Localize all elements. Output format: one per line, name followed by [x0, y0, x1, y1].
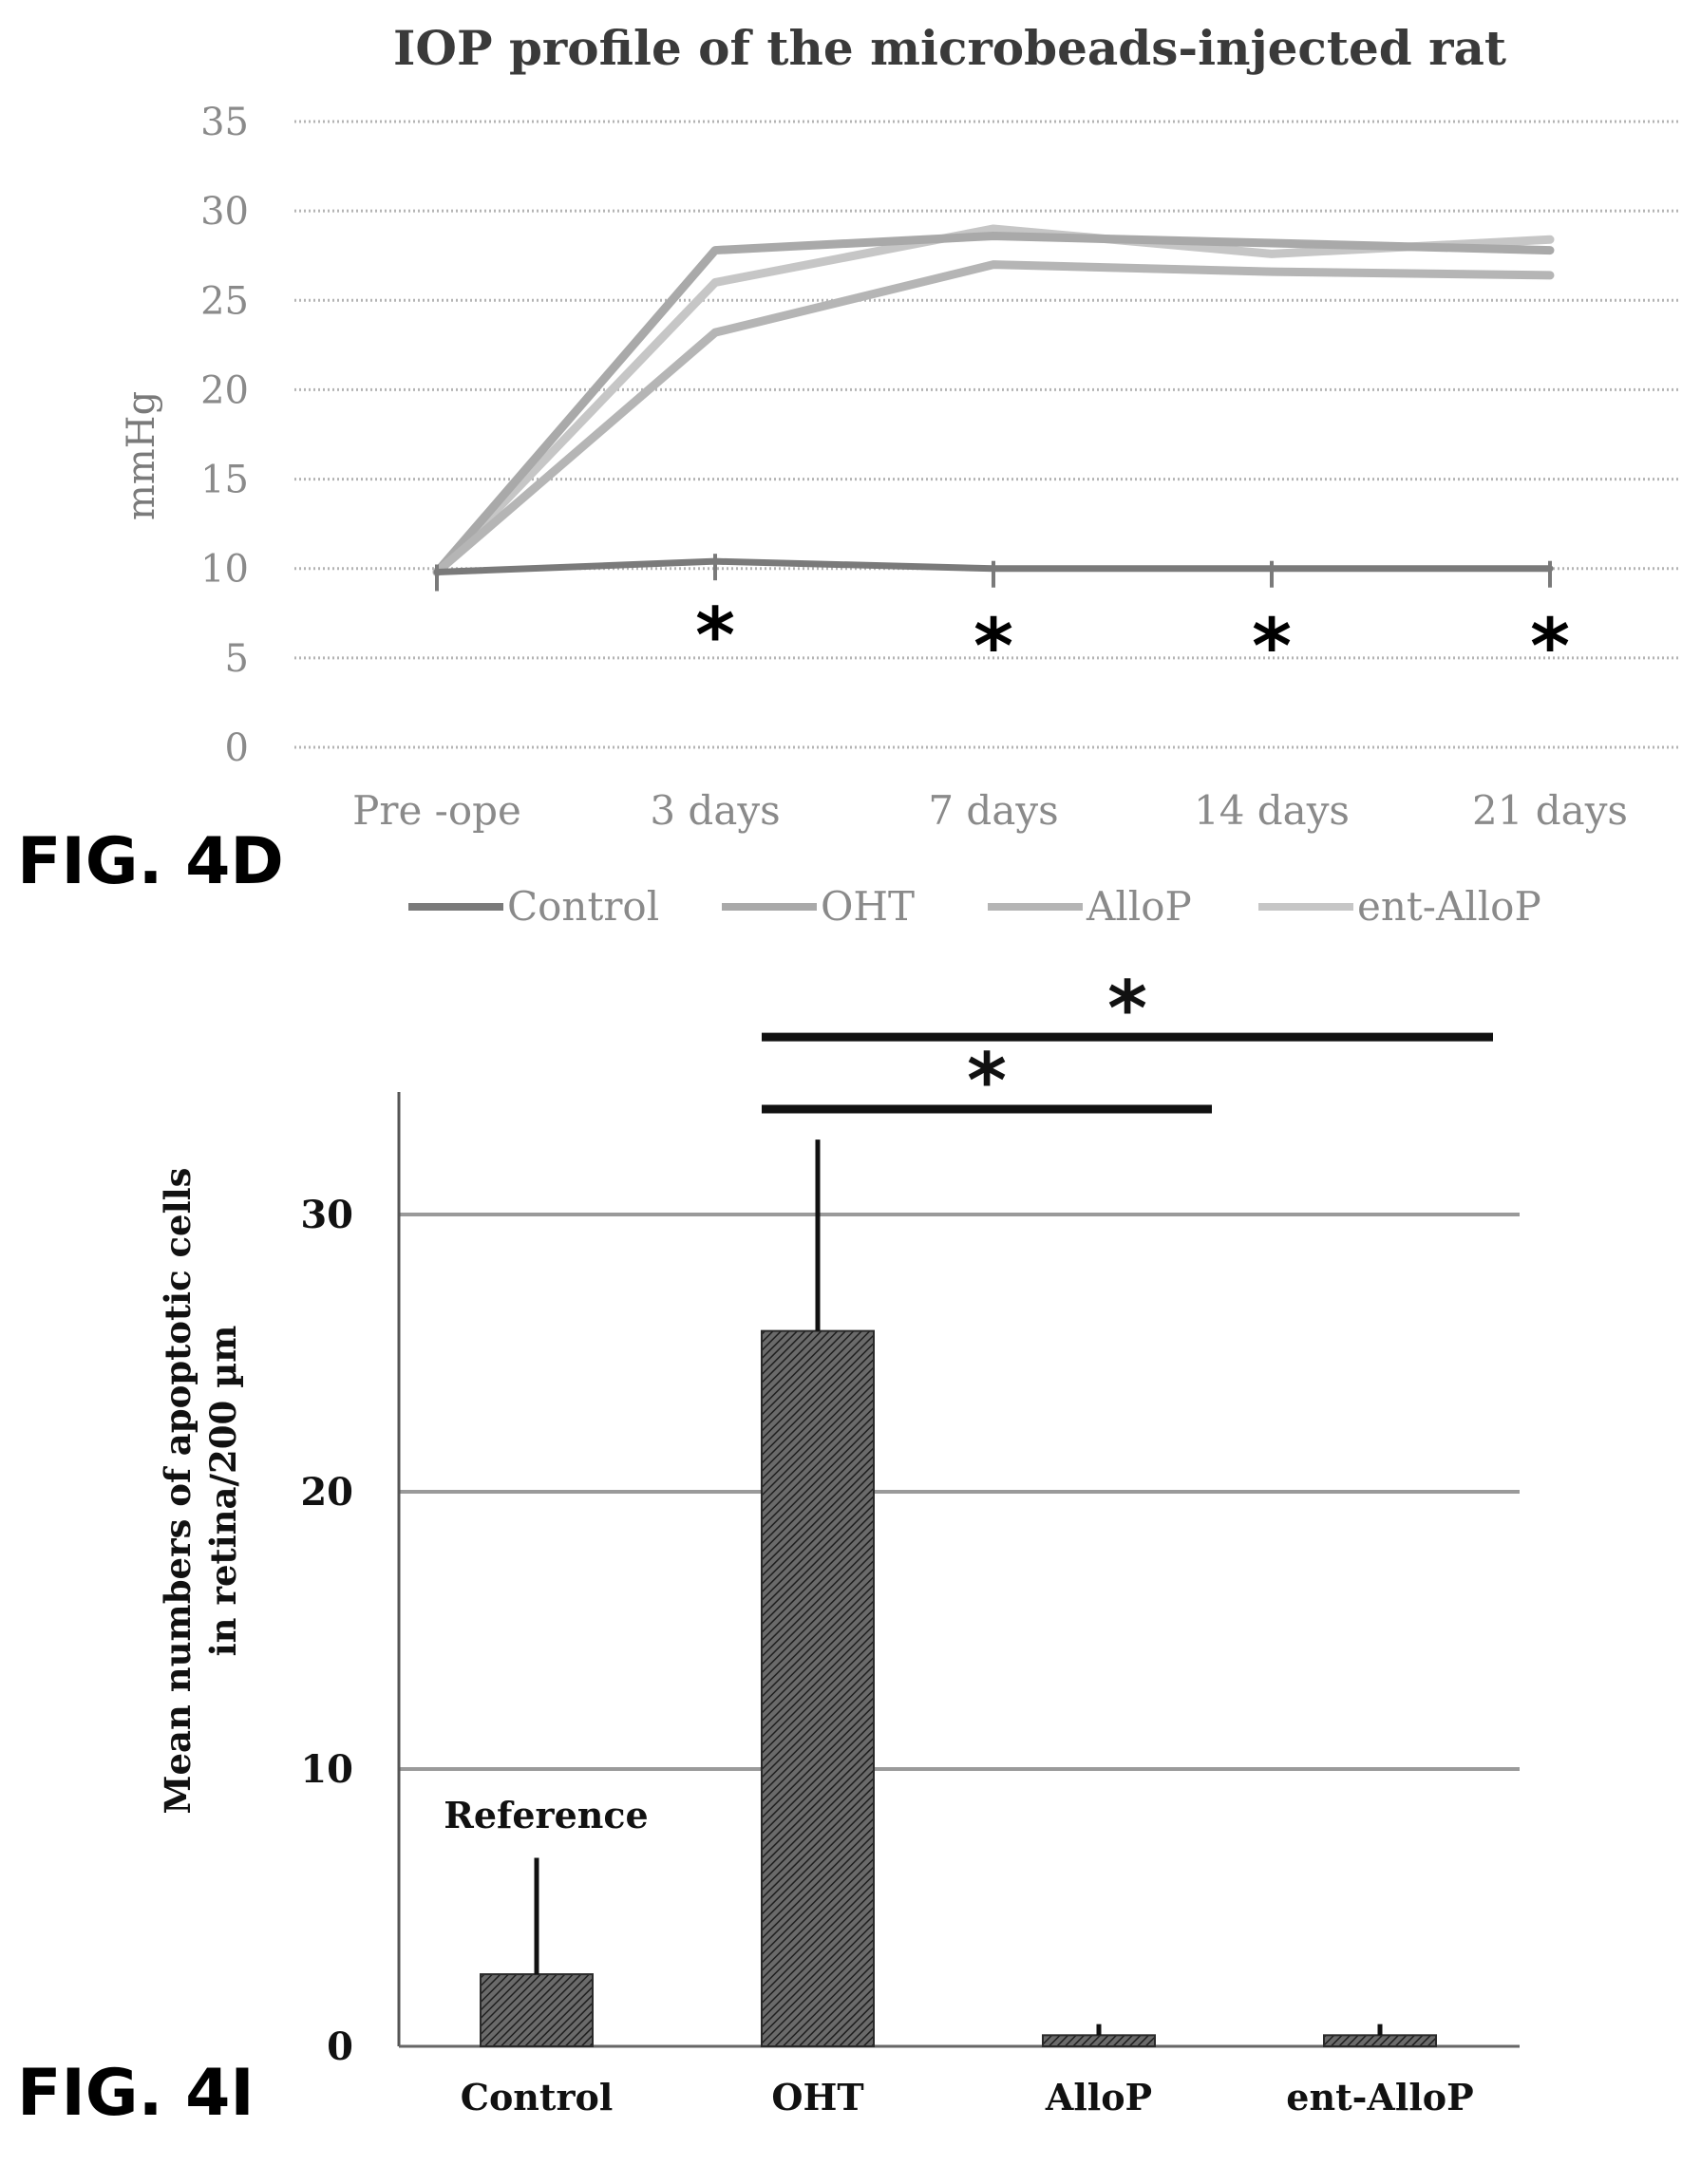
bar-annotation-label: Reference: [444, 1794, 648, 1836]
line-chart-y-tick-label: 15: [200, 459, 249, 502]
significance-star: *: [1107, 965, 1147, 1053]
bar-ent-allop: [1323, 2034, 1437, 2048]
bar-chart-x-tick-label: OHT: [771, 2076, 863, 2118]
bar-chart-y-axis-label-line-1: Mean numbers of apoptotic cells: [157, 1167, 198, 1814]
apoptotic-cells-bar-chart: Mean numbers of apoptotic cells in retin…: [157, 965, 1520, 2118]
figure-label-4i: FIG. 4I: [17, 2056, 255, 2131]
bar-chart-annotations: Reference: [444, 1794, 648, 1836]
line-chart-y-tick-label: 20: [200, 368, 249, 412]
significance-star: *: [967, 1037, 1007, 1125]
line-chart-x-tick-label: 21 days: [1472, 787, 1628, 834]
line-chart-series-group: [432, 224, 1555, 592]
bar-chart-significance-brackets: **: [762, 965, 1493, 1125]
line-chart-significance-star: *: [1252, 602, 1292, 690]
legend-label-allop: AlloP: [1086, 883, 1192, 930]
legend-label-control: Control: [507, 883, 659, 930]
line-chart-y-tick-labels: 0 5 10 15 20 25 30 35: [200, 101, 249, 770]
line-chart-significance-star: *: [973, 602, 1013, 690]
bar-chart-bars: [480, 1329, 1437, 2048]
line-chart-x-tick-label: 3 days: [650, 787, 780, 834]
bar-allop: [1042, 2034, 1156, 2048]
line-chart-significance-markers: * * * *: [695, 592, 1570, 690]
bar-chart-gridlines: [399, 1213, 1520, 1771]
line-chart-x-tick-label: 7 days: [928, 787, 1058, 834]
legend-label-ent-allop: ent-AlloP: [1357, 883, 1541, 930]
bar-chart-error-bars: [534, 1139, 1383, 2036]
line-chart-significance-star: *: [695, 592, 735, 680]
line-series-allop: [432, 260, 1555, 576]
bar-oht: [761, 1329, 875, 2047]
line-chart-y-tick-label: 0: [225, 726, 249, 770]
line-chart-y-tick-label: 5: [225, 637, 249, 681]
line-chart-x-tick-label: 14 days: [1194, 787, 1350, 834]
line-chart-title: IOP profile of the microbeads-injected r…: [393, 20, 1506, 76]
line-chart-y-tick-label: 30: [200, 190, 249, 234]
bar-chart-x-tick-label: ent-AlloP: [1286, 2076, 1473, 2118]
bar-chart-y-tick-label: 20: [300, 1470, 353, 1515]
bar-chart-y-tick-label: 0: [327, 2024, 353, 2069]
figure-label-4d: FIG. 4D: [17, 824, 284, 899]
bar-chart-y-tick-labels: 0 10 20 30: [300, 1193, 353, 2069]
line-chart-y-tick-label: 25: [200, 279, 249, 323]
iop-line-chart: IOP profile of the microbeads-injected r…: [120, 20, 1681, 930]
line-chart-y-axis-label: mmHg: [120, 391, 163, 520]
line-chart-legend: Control OHT AlloP ent-AlloP: [408, 883, 1541, 930]
line-chart-y-tick-label: 35: [200, 101, 249, 144]
line-chart-x-tick-labels: Pre -ope 3 days 7 days 14 days 21 days: [352, 787, 1628, 834]
legend-label-oht: OHT: [821, 883, 915, 930]
bar-chart-y-tick-label: 10: [300, 1747, 353, 1792]
bar-chart-y-tick-label: 30: [300, 1193, 353, 1237]
bar-control: [480, 1973, 594, 2048]
line-chart-significance-star: *: [1530, 602, 1570, 690]
bar-chart-y-axis-label-line-2: in retina/200 µm: [202, 1326, 244, 1657]
line-chart-y-tick-label: 10: [200, 548, 249, 592]
line-series-ent-allop: [432, 224, 1555, 576]
line-chart-gridlines: [294, 120, 1681, 749]
bar-chart-x-tick-labels: Control OHT AlloP ent-AlloP: [461, 2076, 1474, 2118]
bar-chart-x-tick-label: AlloP: [1045, 2076, 1152, 2118]
line-series-oht: [432, 232, 1555, 576]
line-chart-x-tick-label: Pre -ope: [352, 787, 521, 834]
bar-chart-x-tick-label: Control: [461, 2076, 614, 2118]
